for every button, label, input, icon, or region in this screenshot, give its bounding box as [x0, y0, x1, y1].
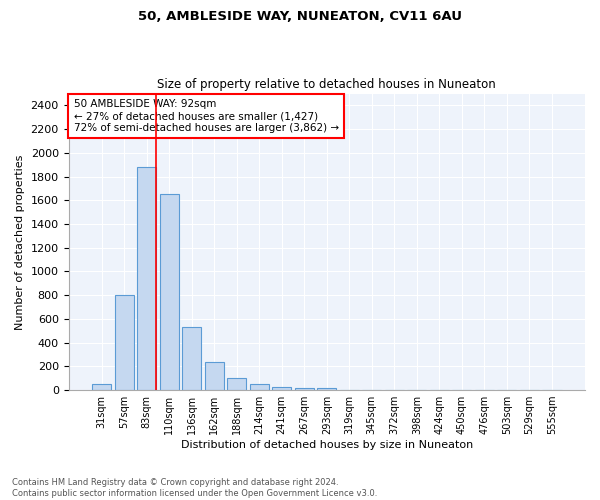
Bar [227, 378, 246, 390]
Bar [250, 384, 269, 390]
Bar [205, 362, 224, 390]
Text: 50, AMBLESIDE WAY, NUNEATON, CV11 6AU: 50, AMBLESIDE WAY, NUNEATON, CV11 6AU [138, 10, 462, 23]
Text: 50 AMBLESIDE WAY: 92sqm
← 27% of detached houses are smaller (1,427)
72% of semi: 50 AMBLESIDE WAY: 92sqm ← 27% of detache… [74, 100, 339, 132]
Bar [317, 388, 337, 390]
Bar [137, 167, 156, 390]
Bar [295, 388, 314, 390]
Text: Contains HM Land Registry data © Crown copyright and database right 2024.
Contai: Contains HM Land Registry data © Crown c… [12, 478, 377, 498]
Bar [92, 384, 111, 390]
Y-axis label: Number of detached properties: Number of detached properties [15, 154, 25, 330]
Bar [272, 386, 291, 390]
Bar [115, 295, 134, 390]
Bar [182, 327, 201, 390]
Title: Size of property relative to detached houses in Nuneaton: Size of property relative to detached ho… [157, 78, 496, 91]
Bar [160, 194, 179, 390]
X-axis label: Distribution of detached houses by size in Nuneaton: Distribution of detached houses by size … [181, 440, 473, 450]
